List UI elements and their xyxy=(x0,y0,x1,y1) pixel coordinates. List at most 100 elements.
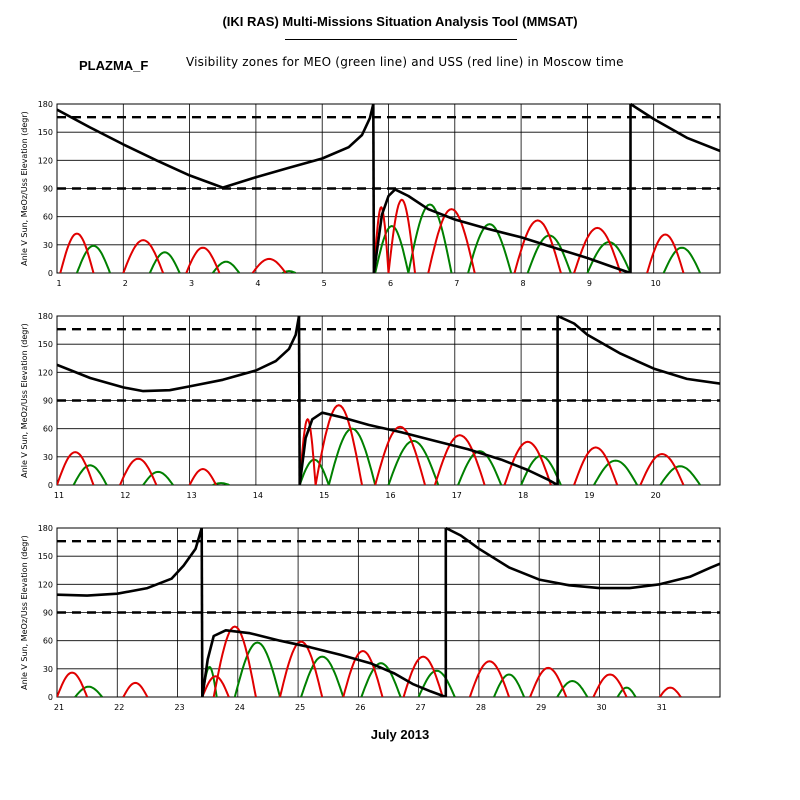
meo-pass-arc xyxy=(72,464,108,485)
y-tick-label: 0 xyxy=(48,693,53,702)
y-tick-label: 30 xyxy=(43,453,53,462)
uss-pass-arc xyxy=(185,246,221,273)
y-tick-label: 120 xyxy=(38,580,53,589)
meo-pass-arc xyxy=(593,459,638,485)
uss-pass-arc xyxy=(59,232,95,273)
x-tick-label: 16 xyxy=(385,491,395,500)
uss-pass-arc xyxy=(314,404,363,485)
x-tick-label: 29 xyxy=(536,703,546,712)
meo-pass-arc xyxy=(457,450,503,485)
y-tick-label: 120 xyxy=(38,368,53,377)
y-tick-label: 90 xyxy=(43,397,53,406)
meo-pass-arc xyxy=(374,225,410,273)
x-tick-label: 6 xyxy=(388,279,393,288)
uss-pass-arc xyxy=(212,625,257,697)
meo-pass-arc xyxy=(233,641,281,697)
sun-angle-curve xyxy=(372,188,631,273)
y-axis-label: Anle V Sun, MeOz/Uss Elevation (degr) xyxy=(20,323,29,478)
uss-pass-arc xyxy=(658,686,682,697)
meo-pass-arc xyxy=(75,244,111,273)
x-tick-label: 28 xyxy=(476,703,486,712)
uss-pass-arc xyxy=(188,467,217,485)
uss-pass-arc xyxy=(468,660,510,697)
meo-pass-arc xyxy=(407,203,453,273)
page-title: (IKI RAS) Multi-Missions Situation Analy… xyxy=(222,14,578,29)
y-tick-label: 180 xyxy=(38,100,53,109)
meo-pass-arc xyxy=(142,470,174,485)
uss-pass-arc xyxy=(433,434,486,485)
uss-pass-arc xyxy=(387,198,416,273)
x-tick-label: 27 xyxy=(416,703,426,712)
meo-pass-arc xyxy=(148,251,181,273)
meo-pass-arc xyxy=(417,669,456,697)
uss-pass-arc xyxy=(279,640,324,697)
y-tick-label: 30 xyxy=(43,241,53,250)
uss-pass-arc xyxy=(529,666,568,697)
x-tick-label: 13 xyxy=(187,491,197,500)
x-tick-label: 18 xyxy=(518,491,528,500)
x-tick-label: 21 xyxy=(54,703,64,712)
meo-pass-arc xyxy=(360,662,402,697)
x-tick-label: 19 xyxy=(584,491,594,500)
sun-angle-curve xyxy=(372,103,376,273)
x-tick-label: 22 xyxy=(114,703,124,712)
x-tick-label: 17 xyxy=(452,491,462,500)
sun-angle-curve xyxy=(200,527,204,697)
y-tick-label: 0 xyxy=(48,481,53,490)
uss-pass-arc xyxy=(122,681,149,697)
y-axis-label: Anle V Sun, MeOz/Uss Elevation (degr) xyxy=(20,535,29,690)
y-tick-label: 120 xyxy=(38,156,53,165)
y-tick-label: 150 xyxy=(38,552,53,561)
uss-pass-arc xyxy=(251,257,287,273)
uss-pass-arc xyxy=(119,457,158,485)
uss-pass-arc xyxy=(122,239,165,273)
uss-pass-arc xyxy=(573,446,619,485)
uss-pass-arc xyxy=(57,451,95,485)
x-tick-label: 10 xyxy=(651,279,661,288)
uss-pass-arc xyxy=(201,675,230,697)
meo-pass-arc xyxy=(467,223,513,273)
x-tick-label: 5 xyxy=(322,279,327,288)
y-tick-label: 150 xyxy=(38,128,53,137)
y-tick-label: 180 xyxy=(38,524,53,533)
y-tick-label: 180 xyxy=(38,312,53,321)
meo-pass-arc xyxy=(327,427,377,485)
y-tick-label: 150 xyxy=(38,340,53,349)
sun-angle-curve xyxy=(57,527,203,597)
meo-pass-arc xyxy=(387,439,440,485)
x-tick-label: 3 xyxy=(189,279,194,288)
uss-pass-arc xyxy=(57,671,89,697)
sun-angle-curve xyxy=(201,629,447,697)
y-tick-label: 30 xyxy=(43,665,53,674)
meo-pass-arc xyxy=(662,246,702,273)
uss-pass-arc xyxy=(427,208,476,273)
uss-pass-arc xyxy=(298,418,317,485)
sun-angle-curve xyxy=(298,411,559,485)
sun-angle-curve xyxy=(629,103,720,153)
y-tick-label: 60 xyxy=(43,425,53,434)
x-axis-label: July 2013 xyxy=(370,727,430,742)
x-tick-label: 1 xyxy=(56,279,61,288)
meo-pass-arc xyxy=(616,686,637,697)
uss-pass-arc xyxy=(342,649,384,697)
meo-pass-arc xyxy=(493,673,526,697)
title-underline xyxy=(285,39,517,40)
chart-subtitle: Visibility zones for MEO (green line) an… xyxy=(186,55,624,69)
x-tick-label: 12 xyxy=(120,491,130,500)
uss-pass-arc xyxy=(639,452,685,485)
y-tick-label: 0 xyxy=(48,269,53,278)
uss-pass-arc xyxy=(573,226,622,273)
x-tick-label: 9 xyxy=(587,279,592,288)
x-tick-label: 2 xyxy=(123,279,128,288)
x-tick-label: 23 xyxy=(174,703,184,712)
x-tick-label: 8 xyxy=(521,279,526,288)
meo-pass-arc xyxy=(586,240,632,273)
y-tick-label: 60 xyxy=(43,637,53,646)
uss-pass-arc xyxy=(592,673,628,697)
uss-pass-arc xyxy=(372,205,390,273)
meo-pass-arc xyxy=(659,465,701,485)
x-tick-label: 14 xyxy=(253,491,263,500)
uss-pass-arc xyxy=(374,425,426,485)
x-tick-label: 24 xyxy=(235,703,245,712)
